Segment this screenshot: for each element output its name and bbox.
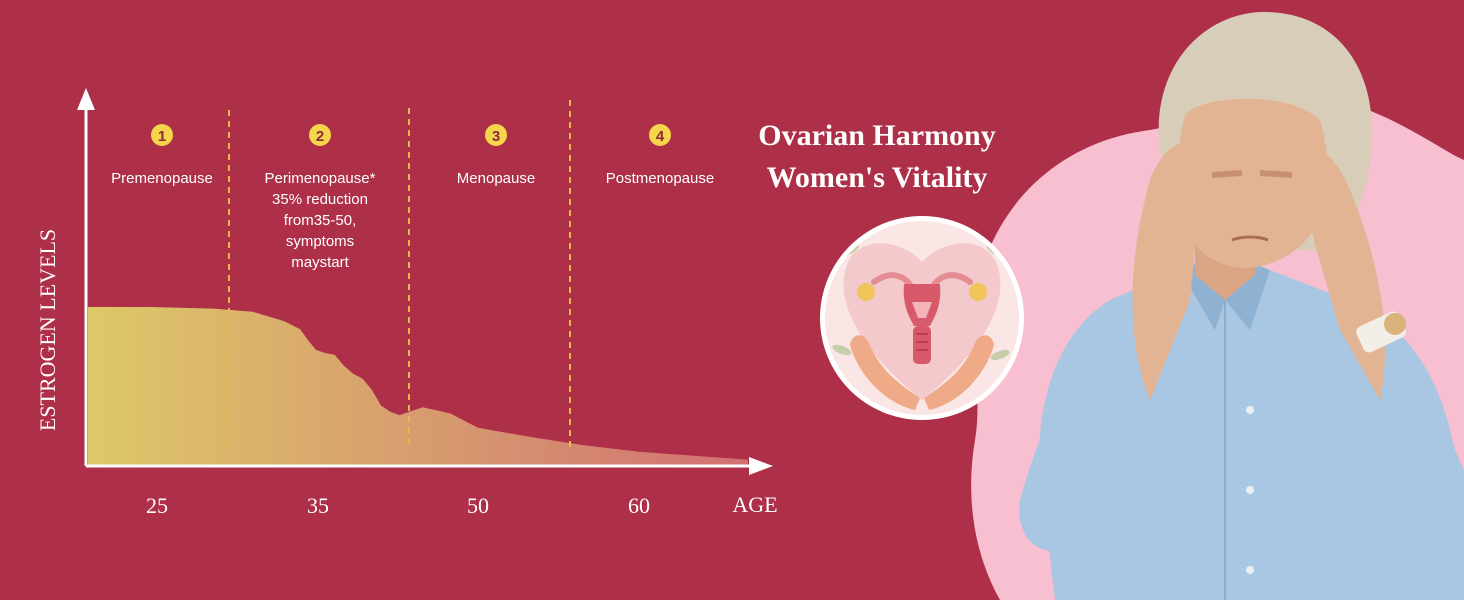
x-tick-label: 25 (146, 493, 168, 518)
stage-badge (309, 124, 331, 146)
x-axis-arrow (749, 457, 773, 475)
stage-number: 2 (316, 128, 324, 145)
stage-label: Postmenopause (606, 170, 714, 187)
uterus-icon (857, 272, 987, 364)
x-axis-label: AGE (732, 492, 777, 517)
stage-number: 1 (158, 128, 166, 145)
y-axis-label: ESTROGEN LEVELS (35, 229, 60, 431)
stage-number: 3 (492, 128, 500, 145)
y-axis-arrow (77, 88, 95, 110)
stage-number: 4 (656, 128, 665, 145)
x-tick-label: 35 (307, 493, 329, 518)
uterus-logo (820, 216, 1024, 420)
x-tick-label: 60 (628, 493, 650, 518)
x-tick-label: 50 (467, 493, 489, 518)
estrogen-area (88, 307, 748, 466)
stage-label: Premenopause (111, 170, 213, 187)
stage-badge (151, 124, 173, 146)
stage-label: Perimenopause* 35% reduction from35-50, sym… (265, 170, 376, 271)
brand-line-2: Women's Vitality (767, 161, 988, 194)
stage-badge (485, 124, 507, 146)
estrogen-chart: 1 2 3 4 AGE ESTROGEN LEVELS Premenopause Per… (35, 88, 778, 518)
brand-line-1: Ovarian Harmony (758, 119, 996, 152)
stage-label: Menopause (457, 170, 535, 187)
stage-badge (649, 124, 671, 146)
hands-icon (850, 335, 994, 410)
woman-headache-photo (1019, 11, 1464, 600)
